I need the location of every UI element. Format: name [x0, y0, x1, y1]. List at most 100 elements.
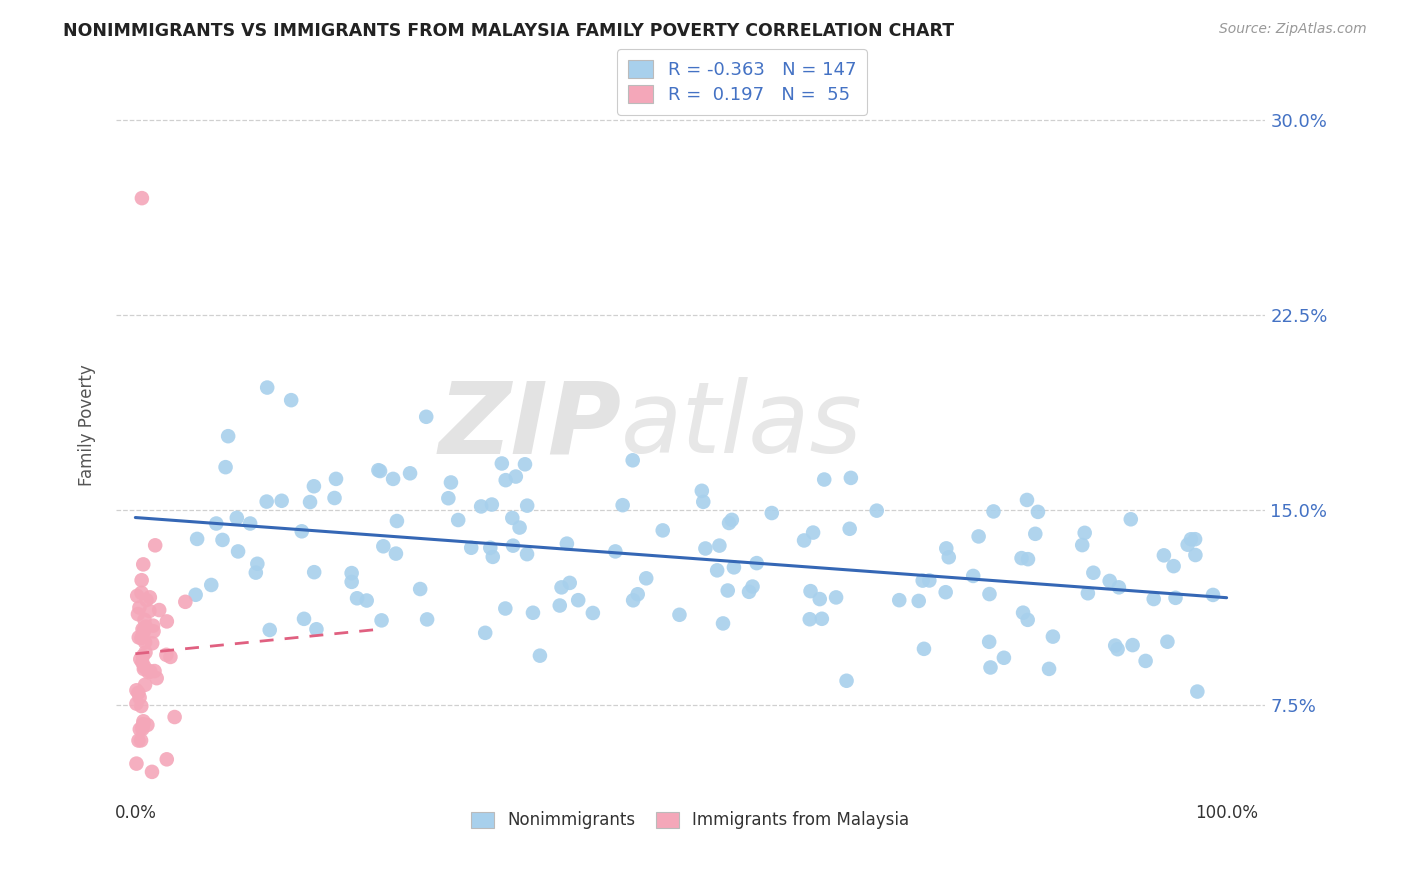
- Point: [292, 612, 315, 626]
- Point: [139, 591, 162, 605]
- Point: [132, 714, 155, 729]
- Point: [356, 593, 378, 607]
- Point: [505, 469, 527, 483]
- Point: [529, 648, 551, 663]
- Point: [134, 645, 156, 659]
- Point: [813, 473, 835, 487]
- Point: [141, 636, 163, 650]
- Point: [502, 539, 524, 553]
- Point: [131, 586, 153, 600]
- Point: [1011, 551, 1033, 566]
- Point: [368, 464, 391, 478]
- Point: [415, 409, 437, 424]
- Point: [513, 458, 536, 472]
- Point: [148, 603, 170, 617]
- Point: [582, 606, 605, 620]
- Point: [447, 513, 470, 527]
- Point: [1071, 538, 1094, 552]
- Text: atlas: atlas: [621, 377, 863, 475]
- Point: [437, 491, 460, 506]
- Point: [225, 511, 247, 525]
- Point: [129, 733, 152, 747]
- Point: [967, 529, 990, 543]
- Point: [226, 544, 249, 558]
- Point: [738, 584, 761, 599]
- Point: [1083, 566, 1105, 580]
- Point: [416, 612, 439, 626]
- Point: [409, 582, 432, 596]
- Point: [135, 620, 157, 634]
- Point: [918, 574, 941, 588]
- Point: [134, 660, 156, 674]
- Point: [138, 665, 160, 679]
- Point: [1012, 606, 1035, 620]
- Point: [246, 557, 269, 571]
- Point: [745, 556, 768, 570]
- Point: [1153, 549, 1175, 563]
- Point: [127, 607, 149, 621]
- Point: [808, 592, 831, 607]
- Point: [1077, 586, 1099, 600]
- Point: [125, 683, 148, 698]
- Point: [128, 733, 150, 747]
- Point: [132, 717, 155, 731]
- Point: [612, 498, 634, 512]
- Point: [131, 722, 153, 736]
- Point: [131, 699, 153, 714]
- Point: [1119, 512, 1142, 526]
- Point: [127, 589, 149, 603]
- Point: [979, 660, 1001, 674]
- Point: [1202, 588, 1225, 602]
- Point: [761, 506, 783, 520]
- Point: [129, 652, 152, 666]
- Point: [256, 494, 278, 508]
- Point: [128, 723, 150, 737]
- Point: [481, 549, 503, 564]
- Point: [131, 631, 153, 645]
- Point: [1184, 532, 1206, 546]
- Point: [516, 547, 538, 561]
- Point: [935, 541, 957, 556]
- Point: [142, 618, 165, 632]
- Point: [723, 560, 745, 574]
- Point: [186, 532, 208, 546]
- Point: [125, 756, 148, 771]
- Point: [131, 622, 153, 636]
- Point: [214, 460, 236, 475]
- Point: [132, 624, 155, 639]
- Point: [135, 593, 157, 607]
- Text: ZIP: ZIP: [439, 377, 621, 475]
- Point: [621, 593, 644, 607]
- Point: [866, 503, 889, 517]
- Point: [134, 613, 156, 627]
- Point: [136, 718, 159, 732]
- Point: [938, 550, 960, 565]
- Point: [621, 453, 644, 467]
- Point: [127, 686, 149, 700]
- Point: [835, 673, 858, 688]
- Point: [200, 578, 222, 592]
- Point: [325, 472, 347, 486]
- Point: [440, 475, 463, 490]
- Text: NONIMMIGRANTS VS IMMIGRANTS FROM MALAYSIA FAMILY POVERTY CORRELATION CHART: NONIMMIGRANTS VS IMMIGRANTS FROM MALAYSI…: [63, 22, 955, 40]
- Legend: Nonimmigrants, Immigrants from Malaysia: Nonimmigrants, Immigrants from Malaysia: [464, 805, 917, 836]
- Point: [1180, 533, 1202, 547]
- Point: [470, 500, 492, 514]
- Point: [1187, 684, 1209, 698]
- Point: [567, 593, 589, 607]
- Point: [481, 498, 503, 512]
- Point: [299, 495, 322, 509]
- Point: [1122, 638, 1144, 652]
- Point: [460, 541, 482, 555]
- Point: [131, 656, 153, 670]
- Point: [143, 664, 166, 678]
- Text: Source: ZipAtlas.com: Source: ZipAtlas.com: [1219, 22, 1367, 37]
- Point: [983, 504, 1005, 518]
- Point: [1104, 639, 1126, 653]
- Point: [907, 594, 929, 608]
- Point: [491, 457, 513, 471]
- Point: [912, 641, 935, 656]
- Point: [128, 600, 150, 615]
- Point: [668, 607, 690, 622]
- Point: [558, 575, 581, 590]
